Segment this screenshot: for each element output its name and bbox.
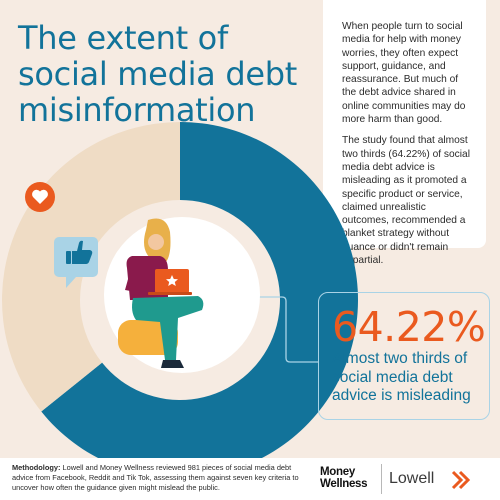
page-title: The extent of social media debt misinfor…: [18, 20, 318, 128]
intro-paragraph: When people turn to social media for hel…: [342, 21, 466, 126]
connector-line: [244, 296, 318, 363]
stat-caption: Almost two thirds of social media debt a…: [332, 350, 471, 404]
money-wellness-logo-line: Wellness: [320, 478, 368, 490]
methodology-label: Methodology:: [12, 463, 61, 472]
methodology-note: Methodology: Lowell and Money Wellness r…: [12, 463, 302, 493]
donut-slices: [2, 122, 358, 478]
footer: Methodology: Lowell and Money Wellness r…: [0, 458, 500, 500]
donut-slice-misleading: [41, 122, 358, 478]
money-wellness-logo: Money Wellness: [320, 466, 375, 490]
logo-divider: [381, 464, 382, 494]
heart-icon: [25, 182, 55, 212]
lowell-logo: Lowell: [389, 470, 435, 487]
finding-paragraph: The study found that almost two thirds (…: [342, 135, 470, 267]
title-line: social media debt: [18, 55, 298, 93]
methodology-text: Lowell and Money Wellness reviewed 981 p…: [12, 463, 299, 492]
thumbs-up-icon: [54, 237, 98, 288]
stat-value: 64.22%: [332, 303, 486, 351]
arrow-chevron-icon: [451, 470, 471, 490]
stat-callout-box: [318, 292, 490, 420]
title-line: misinformation: [18, 91, 256, 129]
description-card: When people turn to social media for hel…: [323, 0, 486, 266]
title-line: The extent of: [18, 19, 228, 57]
person-illustration: [104, 217, 260, 373]
connector-dot: [241, 294, 247, 300]
donut-slice-remainder: [2, 122, 181, 412]
money-wellness-logo-line: Money: [320, 466, 355, 478]
